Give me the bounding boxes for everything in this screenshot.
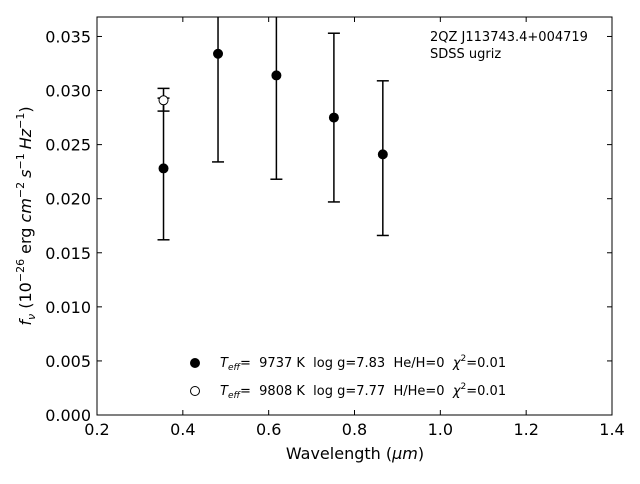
x-tick-label: 1.4 — [599, 420, 624, 439]
legend-teff-symbol: T — [220, 356, 229, 371]
y-label-cm: cm — [16, 198, 35, 222]
legend-chi-value: =0.01 — [466, 356, 506, 371]
legend-entry-h: Teff= 9808 K log g=7.77 H/He=0 χ2=0.01 — [220, 382, 506, 401]
x-tick-label: 0.8 — [342, 420, 367, 439]
legend-chi-exponent: 2 — [461, 354, 467, 364]
x-tick-label: 1.2 — [513, 420, 538, 439]
y-label-s: s — [16, 170, 35, 178]
observed-point — [271, 70, 282, 81]
y-label-f: f — [16, 318, 35, 326]
observed-point — [213, 48, 224, 59]
observed-point — [158, 163, 169, 174]
legend: Teff= 9737 K log g=7.83 He/H=0 χ2=0.01 T… — [190, 354, 506, 401]
x-axis-label-main: Wavelength ( — [286, 444, 392, 463]
legend-chi-exponent: 2 — [461, 382, 467, 392]
y-label-exp4: −1 — [14, 113, 27, 129]
legend-chi-symbol: χ — [452, 356, 462, 371]
y-tick-label: 0.025 — [45, 136, 91, 155]
y-tick-label: 0.020 — [45, 190, 91, 209]
legend-params: = 9808 K log g=7.77 H/He=0 — [240, 384, 453, 399]
y-label-text2: erg — [16, 222, 35, 258]
y-label-exp3: −1 — [14, 153, 27, 169]
y-label-exp2: −2 — [14, 182, 27, 198]
x-axis-ticks: 0.2 0.4 0.6 0.8 1.0 1.2 1.4 — [84, 17, 625, 439]
x-axis-label-close: ) — [418, 444, 424, 463]
y-tick-label: 0.015 — [45, 244, 91, 263]
x-tick-label: 0.6 — [256, 420, 281, 439]
legend-teff-subscript: eff — [228, 363, 242, 373]
x-tick-label: 0.2 — [84, 420, 109, 439]
error-bars — [157, 17, 389, 241]
y-label-text1: (10 — [16, 282, 35, 314]
annotation-survey: SDSS ugriz — [430, 47, 501, 62]
y-axis-label: fν (10−26 erg cm−2s−1Hz−1) — [14, 106, 38, 325]
x-tick-label: 0.4 — [170, 420, 195, 439]
legend-chi-symbol: χ — [452, 384, 462, 399]
y-label-hz: Hz — [16, 128, 35, 149]
y-tick-label: 0.010 — [45, 298, 91, 317]
observed-point — [377, 149, 388, 160]
y-label-close: ) — [16, 106, 35, 112]
y-tick-label: 0.030 — [45, 82, 91, 101]
y-label-nu: ν — [25, 314, 38, 320]
legend-entry-he: Teff= 9737 K log g=7.83 He/H=0 χ2=0.01 — [220, 354, 506, 373]
observed-point — [328, 112, 339, 123]
data-points — [158, 48, 388, 174]
legend-marker-open — [190, 386, 200, 396]
y-label-exp1: −26 — [14, 259, 27, 282]
legend-teff-symbol: T — [220, 384, 229, 399]
y-tick-label: 0.000 — [45, 406, 91, 425]
model-h-point — [158, 95, 169, 106]
legend-chi-value: =0.01 — [466, 384, 506, 399]
annotation-object-name: 2QZ J113743.4+004719 — [430, 30, 588, 45]
plot-frame — [96, 16, 613, 416]
x-tick-label: 1.0 — [428, 420, 453, 439]
y-tick-label: 0.035 — [45, 27, 91, 46]
y-axis-ticks: 0.000 0.005 0.010 0.015 0.020 0.025 0.030 0.035 — [45, 27, 612, 425]
y-tick-label: 0.005 — [45, 352, 91, 371]
legend-params: = 9737 K log g=7.83 He/H=0 — [240, 356, 453, 371]
legend-teff-subscript: eff — [228, 391, 242, 401]
x-axis-label: Wavelength (μm) — [286, 444, 424, 463]
x-axis-label-unit: μm — [391, 444, 418, 463]
legend-marker-filled — [190, 358, 200, 368]
